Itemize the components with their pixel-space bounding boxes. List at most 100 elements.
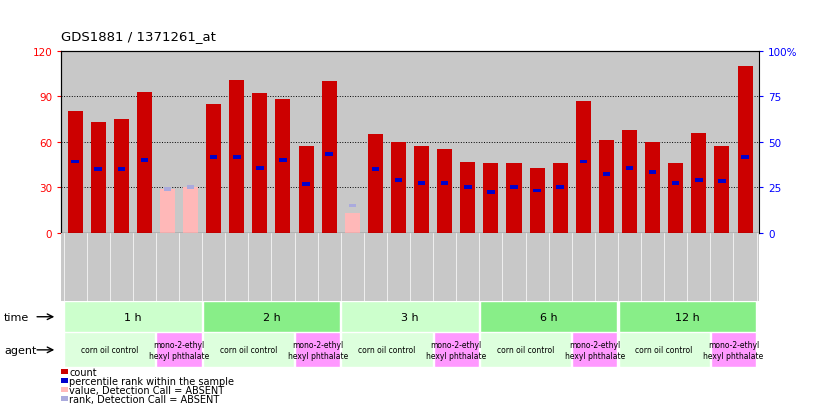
Bar bbox=[579, 160, 587, 164]
Bar bbox=[202, 301, 340, 332]
Bar bbox=[345, 214, 360, 233]
Bar bbox=[276, 100, 290, 233]
Bar bbox=[137, 93, 152, 233]
Bar bbox=[368, 135, 383, 233]
Text: corn oil control: corn oil control bbox=[81, 346, 139, 354]
Bar bbox=[233, 156, 241, 159]
Bar bbox=[157, 332, 202, 368]
Bar bbox=[622, 131, 637, 233]
Bar bbox=[619, 301, 756, 332]
Bar bbox=[68, 112, 82, 233]
Bar bbox=[576, 102, 591, 233]
Bar bbox=[202, 332, 294, 368]
Bar bbox=[118, 168, 125, 172]
Bar bbox=[91, 123, 105, 233]
Bar bbox=[510, 186, 518, 190]
Bar bbox=[441, 181, 449, 185]
Bar bbox=[460, 162, 475, 233]
Bar bbox=[619, 332, 710, 368]
Bar bbox=[668, 164, 683, 233]
Bar bbox=[718, 180, 725, 184]
Bar bbox=[210, 156, 217, 159]
Bar bbox=[140, 159, 149, 163]
Bar bbox=[414, 147, 429, 233]
Bar bbox=[711, 332, 756, 368]
Bar bbox=[572, 332, 618, 368]
Bar bbox=[113, 120, 129, 233]
Bar bbox=[64, 301, 202, 332]
Bar bbox=[295, 332, 340, 368]
Text: mono-2-ethyl
hexyl phthalate: mono-2-ethyl hexyl phthalate bbox=[426, 340, 486, 360]
Text: rank, Detection Call = ABSENT: rank, Detection Call = ABSENT bbox=[69, 394, 220, 404]
Bar bbox=[626, 166, 633, 170]
Bar bbox=[741, 156, 749, 159]
Bar bbox=[348, 204, 356, 208]
Bar bbox=[302, 183, 310, 187]
Bar bbox=[691, 133, 707, 233]
Bar bbox=[715, 147, 730, 233]
Bar bbox=[252, 94, 268, 233]
Bar bbox=[480, 301, 618, 332]
Bar bbox=[371, 168, 379, 172]
Bar bbox=[645, 142, 660, 233]
Bar bbox=[507, 164, 521, 233]
Text: 2 h: 2 h bbox=[263, 312, 281, 322]
Bar bbox=[534, 189, 541, 193]
Bar bbox=[61, 378, 68, 383]
Bar bbox=[341, 332, 432, 368]
Bar bbox=[672, 181, 680, 185]
Bar bbox=[480, 332, 571, 368]
Bar bbox=[530, 168, 544, 233]
Text: 12 h: 12 h bbox=[675, 312, 699, 322]
Text: 6 h: 6 h bbox=[540, 312, 557, 322]
Text: agent: agent bbox=[4, 345, 37, 355]
Bar bbox=[649, 171, 656, 175]
Bar bbox=[299, 147, 313, 233]
Bar bbox=[61, 369, 68, 374]
Bar bbox=[61, 387, 68, 392]
Bar bbox=[64, 332, 155, 368]
Text: corn oil control: corn oil control bbox=[636, 346, 693, 354]
Text: GDS1881 / 1371261_at: GDS1881 / 1371261_at bbox=[61, 31, 216, 43]
Text: value, Detection Call = ABSENT: value, Detection Call = ABSENT bbox=[69, 385, 224, 395]
Bar bbox=[464, 186, 472, 190]
Text: mono-2-ethyl
hexyl phthalate: mono-2-ethyl hexyl phthalate bbox=[565, 340, 625, 360]
Bar bbox=[391, 142, 406, 233]
Bar bbox=[341, 301, 479, 332]
Bar bbox=[738, 67, 752, 233]
Bar bbox=[229, 81, 244, 233]
Bar bbox=[695, 178, 703, 182]
Text: corn oil control: corn oil control bbox=[220, 346, 277, 354]
Bar bbox=[187, 186, 194, 190]
Text: count: count bbox=[69, 367, 96, 377]
Text: corn oil control: corn oil control bbox=[497, 346, 554, 354]
Text: corn oil control: corn oil control bbox=[358, 346, 415, 354]
Text: percentile rank within the sample: percentile rank within the sample bbox=[69, 376, 234, 386]
Bar bbox=[395, 178, 402, 182]
Bar bbox=[160, 190, 175, 233]
Bar bbox=[183, 188, 198, 233]
Bar bbox=[164, 188, 171, 191]
Text: mono-2-ethyl
hexyl phthalate: mono-2-ethyl hexyl phthalate bbox=[287, 340, 348, 360]
Text: time: time bbox=[4, 312, 29, 322]
Bar bbox=[326, 153, 333, 157]
Bar bbox=[206, 104, 221, 233]
Bar bbox=[487, 190, 494, 195]
Text: 3 h: 3 h bbox=[401, 312, 419, 322]
Bar bbox=[483, 164, 499, 233]
Bar bbox=[279, 159, 286, 163]
Bar bbox=[418, 181, 425, 185]
Bar bbox=[603, 172, 610, 176]
Bar bbox=[61, 396, 68, 401]
Bar bbox=[322, 82, 337, 233]
Bar bbox=[437, 150, 452, 233]
Bar bbox=[557, 186, 564, 190]
Bar bbox=[434, 332, 479, 368]
Bar bbox=[95, 168, 102, 172]
Text: mono-2-ethyl
hexyl phthalate: mono-2-ethyl hexyl phthalate bbox=[703, 340, 764, 360]
Text: mono-2-ethyl
hexyl phthalate: mono-2-ethyl hexyl phthalate bbox=[149, 340, 209, 360]
Bar bbox=[599, 141, 614, 233]
Text: 1 h: 1 h bbox=[124, 312, 142, 322]
Bar bbox=[552, 164, 568, 233]
Bar bbox=[71, 160, 79, 164]
